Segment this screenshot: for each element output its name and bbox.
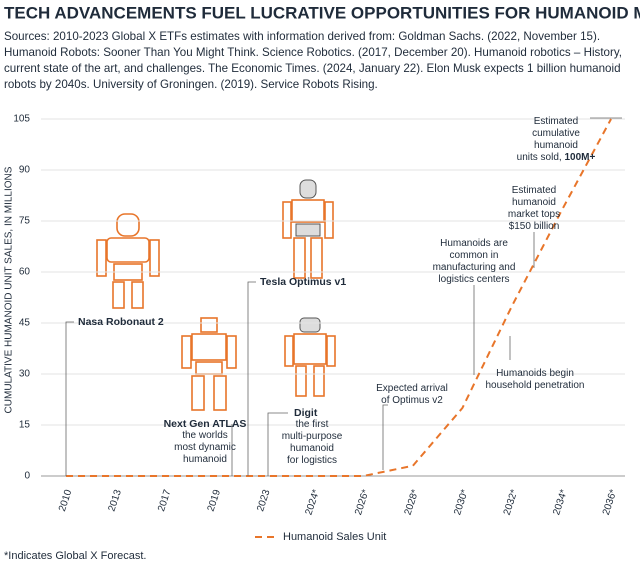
annotation-text: logistics centers (438, 274, 509, 285)
footnote: *Indicates Global X Forecast. (4, 550, 146, 562)
annotation-line-text: units sold, (517, 152, 562, 163)
annotation-text: of Optimus v2 (381, 395, 443, 406)
annotation-text: multi-purpose (282, 431, 343, 442)
y-tick-label: 15 (19, 420, 31, 431)
y-tick-label: 75 (19, 216, 31, 227)
annotation-text: cumulative (532, 128, 580, 139)
annotation-line-text: logistics centers (438, 274, 509, 285)
annotation-line (247, 281, 256, 476)
y-tick-label: 60 (19, 267, 31, 278)
annotation-text: the worlds (182, 430, 228, 441)
annotation-line-text: market tops (508, 209, 560, 220)
annotation-line-text: manufacturing and (433, 262, 516, 273)
y-tick-label: 45 (19, 318, 31, 329)
robot-atlas (181, 317, 237, 411)
annotation-text: Estimated (512, 185, 556, 196)
x-tick-label: 2034* (551, 488, 570, 516)
y-tick-label: 105 (13, 114, 30, 125)
x-tick-label: 2017 (156, 488, 173, 513)
chart-title: TECH ADVANCEMENTS FUEL LUCRATIVE OPPORTU… (4, 3, 640, 22)
annotation-line-text: of Optimus v2 (381, 395, 443, 406)
subtitle: Humanoid Robots: Sooner Than You Might T… (4, 46, 622, 59)
annotation-line-text: Humanoids begin (496, 368, 574, 379)
annotation-line-text: Estimated (534, 116, 578, 127)
x-tick-label: 2028* (403, 488, 422, 516)
annotation-line-text: cumulative (532, 128, 580, 139)
x-tick-label: 2030* (452, 488, 471, 516)
x-tick-label: 2023 (255, 488, 272, 513)
annotation-text: the first (296, 419, 329, 430)
annotation-line (267, 412, 288, 476)
annotation-text: units sold, 100M+ (517, 152, 596, 163)
annotation-text: Humanoids are (440, 238, 508, 249)
annotation-text: humanoid (290, 443, 334, 454)
annotation-text: humanoid (534, 140, 578, 151)
annotation-line-text: $150 billion (509, 221, 560, 232)
annotation-text: humanoid (183, 454, 227, 465)
annotation-line-text: Expected arrival (376, 383, 448, 394)
annotation-text: Estimated (534, 116, 578, 127)
x-tick-label: 2036* (601, 488, 620, 516)
y-tick-label: 30 (19, 369, 31, 380)
x-tick-label: 2032* (502, 488, 521, 516)
robot-robonaut (96, 213, 160, 309)
annotation-line-text: multi-purpose (282, 431, 343, 442)
annotation-line-text: humanoid (290, 443, 334, 454)
annotation-line-text: humanoid (512, 197, 556, 208)
x-tick-label: 2024* (304, 488, 323, 516)
subtitle: current state of the art, and challenges… (4, 62, 621, 75)
annotation-line-text: the worlds (182, 430, 228, 441)
annotation-line-text: Estimated (512, 185, 556, 196)
annotation-title: Digit (294, 407, 318, 419)
annotation-text: most dynamic (174, 442, 236, 453)
annotation-text: for logistics (287, 455, 337, 466)
robot-digit (284, 317, 336, 397)
annotation-title: Tesla Optimus v1 (260, 276, 346, 288)
annotation-line (382, 404, 388, 470)
y-tick-label: 0 (24, 471, 30, 482)
legend-label: Humanoid Sales Unit (283, 531, 386, 543)
x-tick-label: 2013 (107, 488, 124, 513)
annotation-bold: 100M+ (564, 152, 595, 163)
robot-optimus (282, 179, 334, 279)
annotation-text: market tops (508, 209, 560, 220)
line-series (66, 118, 612, 477)
annotation-text: common in (450, 250, 499, 261)
annotation-title: Next Gen ATLAS (164, 418, 247, 430)
annotation-line-text: for logistics (287, 455, 337, 466)
y-tick-label: 90 (19, 165, 31, 176)
annotation-line-text: Humanoids are (440, 238, 508, 249)
annotation-text: household penetration (486, 380, 585, 391)
annotation-text: $150 billion (509, 221, 560, 232)
annotation-text: humanoid (512, 197, 556, 208)
annotation-title: Nasa Robonaut 2 (78, 316, 164, 328)
annotation-text: Expected arrival (376, 383, 448, 394)
annotation-line-text: common in (450, 250, 499, 261)
annotation-line-text: household penetration (486, 380, 585, 391)
annotation-line-text: the first (296, 419, 329, 430)
annotation-line-text: humanoid (183, 454, 227, 465)
y-axis-label: CUMULATIVE HUMANOID UNIT SALES, IN MILLI… (4, 166, 15, 413)
x-tick-label: 2019 (206, 488, 223, 513)
subtitle: Sources: 2010-2023 Global X ETFs estimat… (4, 30, 600, 43)
annotation-line (65, 321, 74, 476)
annotation-text: Humanoids begin (496, 368, 574, 379)
annotation-line-text: humanoid (534, 140, 578, 151)
x-tick-label: 2010 (57, 488, 74, 513)
annotation-line-text: most dynamic (174, 442, 236, 453)
subtitle: robots by 2040s. University of Groningen… (4, 78, 378, 91)
x-tick-label: 2026* (353, 488, 372, 516)
annotation-text: manufacturing and (433, 262, 516, 273)
